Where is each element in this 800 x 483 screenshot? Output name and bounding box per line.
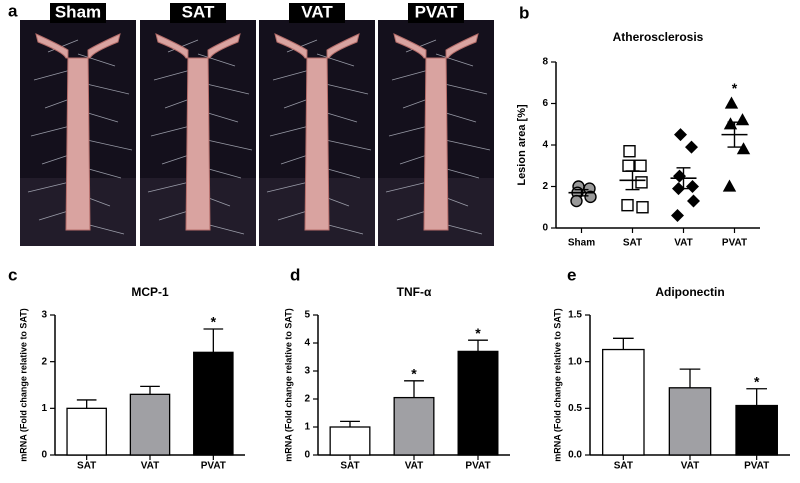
pin	[167, 39, 199, 53]
y-tick-label: 0.5	[568, 403, 582, 414]
y-tick-label: 1.0	[568, 356, 582, 367]
point	[687, 194, 700, 208]
point	[671, 209, 684, 223]
point	[570, 194, 583, 208]
point	[686, 180, 699, 193]
y-tick-label: 4	[542, 140, 548, 151]
aorta	[274, 33, 360, 231]
point	[622, 159, 635, 172]
x-tick-label: VAT	[141, 461, 160, 472]
x-tick-label: PVAT	[465, 461, 490, 472]
y-tick-label: 6	[542, 98, 548, 109]
point	[584, 190, 597, 204]
point	[623, 145, 636, 158]
y-tick-label: 0	[304, 450, 310, 461]
pin	[77, 53, 116, 67]
x-tick-label: SAT	[77, 461, 96, 472]
bar	[393, 396, 435, 456]
aorta	[35, 33, 121, 231]
panel-letter: a	[8, 1, 18, 20]
aorta	[393, 33, 479, 231]
x-tick-label: SAT	[623, 238, 642, 249]
x-tick-label: VAT	[405, 461, 424, 472]
y-tick-label: 5	[304, 310, 310, 321]
y-tick-label: 1	[41, 403, 47, 414]
panel-letter: c	[8, 265, 17, 284]
bar	[457, 350, 499, 456]
x-tick-label: VAT	[674, 238, 693, 249]
point	[636, 201, 649, 214]
bar	[668, 387, 712, 456]
chart-title: Adiponectin	[655, 285, 724, 299]
pin	[47, 39, 79, 53]
x-tick-label: SAT	[614, 461, 633, 472]
pin	[286, 39, 318, 53]
chart-title: Atherosclerosis	[613, 30, 704, 44]
point	[634, 159, 647, 172]
bar	[735, 404, 778, 456]
panel-letter: b	[519, 3, 529, 22]
label-bg	[50, 3, 106, 23]
point	[674, 128, 687, 142]
bar	[66, 407, 107, 456]
x-tick-label: VAT	[681, 461, 700, 472]
panel-letter: e	[567, 265, 576, 284]
y-tick-label: 1	[304, 422, 310, 433]
significance: *	[411, 366, 417, 382]
photo-label: VAT	[301, 2, 333, 21]
y-axis-label: Lesion area [%]	[516, 104, 528, 186]
x-tick-label: SAT	[340, 461, 359, 472]
photo-label: PVAT	[415, 2, 458, 21]
significance: *	[754, 373, 760, 389]
point	[685, 140, 698, 154]
point	[735, 113, 750, 126]
pin	[197, 53, 236, 67]
point	[723, 117, 738, 130]
photo-label: Sham	[55, 2, 101, 21]
point	[722, 179, 737, 192]
x-tick-label: Sham	[568, 238, 595, 249]
y-tick-label: 0.0	[568, 450, 582, 461]
point	[621, 198, 634, 212]
y-axis-label: mRNA (Fold change relative to SAT)	[18, 308, 28, 462]
x-tick-label: PVAT	[744, 461, 769, 472]
pin	[316, 53, 355, 67]
y-tick-label: 3	[304, 366, 310, 377]
point	[635, 176, 648, 189]
x-tick-label: PVAT	[201, 461, 226, 472]
bar	[329, 426, 371, 456]
significance: *	[732, 80, 738, 96]
panel-letter: d	[290, 265, 300, 284]
point	[736, 142, 751, 155]
y-tick-label: 1.5	[568, 310, 582, 321]
y-tick-label: 2	[542, 181, 548, 192]
chart-title: MCP-1	[131, 285, 169, 299]
y-tick-label: 0	[41, 450, 47, 461]
x-tick-label: PVAT	[722, 238, 747, 249]
label-bg	[170, 3, 226, 23]
y-tick-label: 2	[41, 356, 47, 367]
bar	[129, 393, 171, 456]
aorta	[155, 33, 241, 231]
bar	[602, 348, 645, 456]
y-tick-label: 4	[304, 338, 310, 349]
bar	[193, 351, 234, 456]
chart-title: TNF-α	[397, 285, 432, 299]
y-tick-label: 3	[41, 310, 47, 321]
photo-label: SAT	[182, 2, 215, 21]
pin	[405, 39, 437, 53]
y-axis-label: mRNA (Fold change relative to SAT)	[552, 308, 562, 462]
point	[724, 96, 739, 109]
significance: *	[475, 325, 481, 341]
y-tick-label: 2	[304, 394, 310, 405]
y-axis-label: mRNA (Fold change relative to SAT)	[283, 308, 293, 462]
y-tick-label: 0	[542, 223, 548, 234]
y-tick-label: 8	[542, 57, 548, 68]
label-bg	[289, 3, 345, 23]
significance: *	[211, 314, 217, 330]
label-bg	[408, 3, 464, 23]
pin	[435, 53, 474, 67]
